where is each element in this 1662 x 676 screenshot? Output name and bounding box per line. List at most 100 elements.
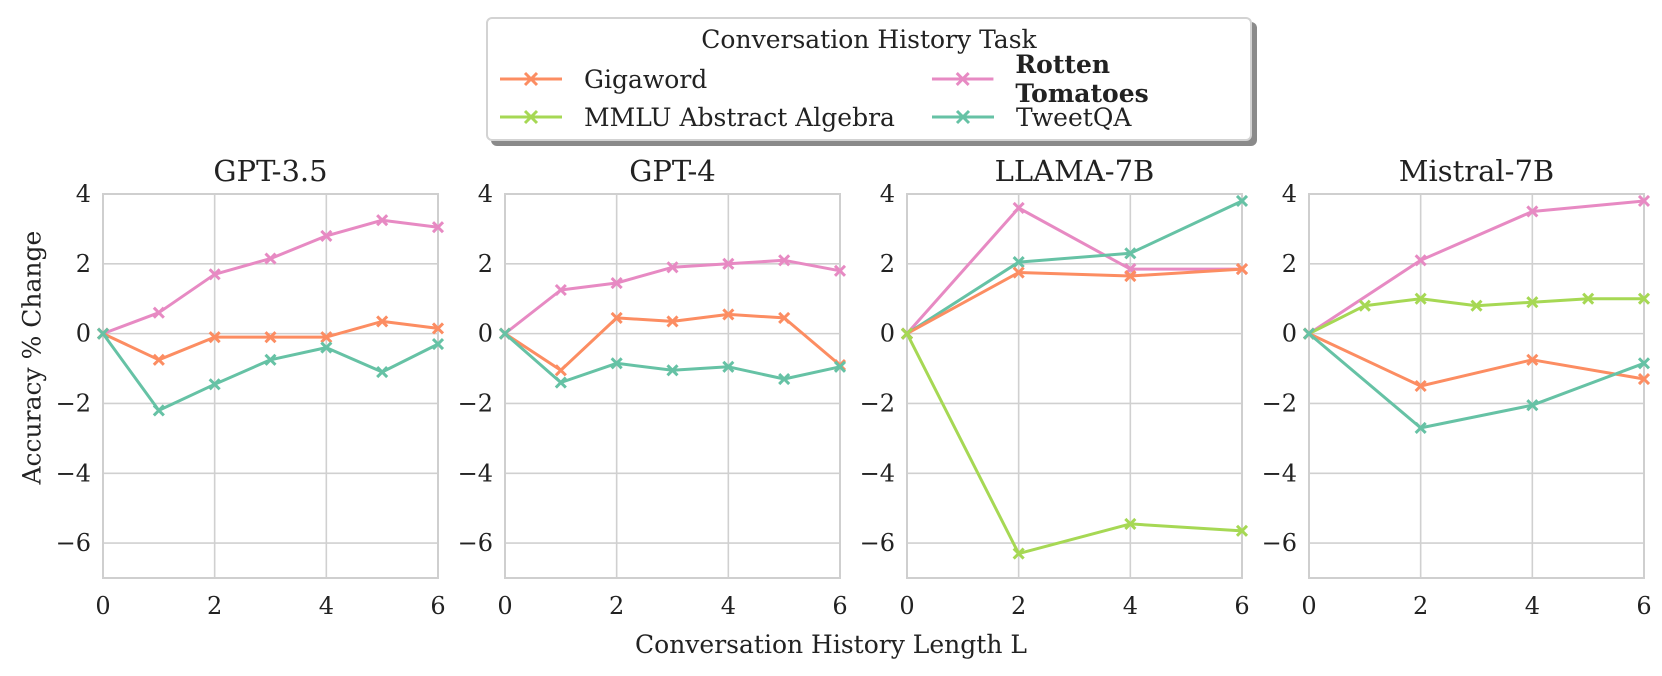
mistral-7b-series-tweetqa: [1308, 332, 1645, 430]
llama-7b-frame: [906, 193, 1243, 579]
legend-item-tweetqa: TweetQA: [928, 100, 1131, 134]
gpt-3-5-ytick-label: 4: [76, 180, 91, 208]
gpt-4-point-tweetqa: [554, 376, 567, 389]
llama-7b-ytick-label: 2: [880, 250, 895, 278]
gpt-4-xtick-label: 2: [609, 592, 624, 620]
llama-7b-point-tweetqa: [1012, 256, 1025, 269]
llama-7b-point-mmlu-abstract-algebra: [1235, 524, 1249, 537]
gpt-3-5-point-tweetqa: [431, 338, 445, 351]
mistral-7b-title: Mistral-7B: [1399, 154, 1555, 188]
gpt-3-5-ytick-label: −4: [56, 459, 91, 487]
gpt-4-title: GPT-4: [629, 154, 716, 188]
llama-7b-point-mmlu-abstract-algebra: [1124, 517, 1137, 530]
gpt-3-5-point-rotten-tomatoes: [431, 221, 445, 234]
gpt-3-5-point-gigaword: [264, 331, 277, 344]
gpt-3-5-point-gigaword: [152, 353, 165, 366]
gpt-3-5-point-tweetqa: [320, 341, 333, 354]
mistral-7b-point-tweetqa: [1526, 399, 1539, 412]
gpt-4-point-gigaword: [666, 315, 679, 328]
mistral-7b-point-tweetqa: [1637, 357, 1651, 370]
mistral-7b-frame: [1308, 193, 1645, 579]
mistral-7b-point-gigaword: [1637, 372, 1651, 386]
mistral-7b-point-tweetqa: [1302, 327, 1316, 340]
llama-7b-title: LLAMA-7B: [995, 154, 1155, 188]
gpt-3-5-point-tweetqa: [152, 404, 165, 417]
llama-7b-point-tweetqa: [1124, 247, 1137, 260]
mistral-7b-xtick-label: 2: [1413, 592, 1428, 620]
mistral-7b-point-mmlu-abstract-algebra: [1526, 296, 1539, 309]
gpt-3-5-series-tweetqa: [101, 332, 439, 412]
x-axis-label: Conversation History Length L: [635, 630, 1027, 659]
gpt-4-ytick-label: −4: [458, 459, 493, 487]
gpt-3-5-point-gigaword: [431, 322, 445, 335]
gpt-3-5-xtick-label: 0: [95, 592, 110, 620]
gpt-4-point-tweetqa: [722, 360, 735, 373]
mistral-7b-xtick-label: 0: [1301, 592, 1316, 620]
legend-item-gigaword: Gigaword: [496, 62, 707, 96]
gpt-4-ytick-label: −6: [458, 529, 493, 557]
llama-7b-ytick-label: 4: [880, 180, 895, 208]
llama-7b-series-rotten-tomatoes: [905, 206, 1242, 335]
gpt-3-5-point-gigaword: [376, 315, 389, 328]
gpt-4-point-tweetqa: [666, 364, 679, 377]
gpt-4-point-tweetqa: [833, 360, 847, 373]
gpt-4-point-rotten-tomatoes: [722, 257, 735, 270]
gpt-4-point-gigaword: [722, 308, 735, 321]
llama-7b-ytick-label: −6: [860, 529, 895, 557]
gpt-4-point-rotten-tomatoes: [666, 261, 679, 274]
legend-item-mmlu: MMLU Abstract Algebra: [496, 100, 895, 134]
mistral-7b-point-mmlu-abstract-algebra: [1470, 299, 1483, 312]
llama-7b-point-mmlu-abstract-algebra: [1012, 547, 1025, 560]
gpt-3-5-point-rotten-tomatoes: [376, 214, 389, 227]
mistral-7b-point-mmlu-abstract-algebra: [1637, 292, 1651, 305]
mistral-7b-point-tweetqa: [1414, 421, 1427, 434]
mistral-7b-ytick-label: 2: [1282, 250, 1297, 278]
gpt-3-5-point-tweetqa: [376, 365, 389, 379]
llama-7b-series-tweetqa: [906, 199, 1243, 335]
llama-7b-ytick-label: 0: [880, 320, 895, 348]
llama-7b-xtick-label: 0: [899, 592, 914, 620]
legend-marker-tweetqa: [932, 109, 994, 125]
legend-title: Conversation History Task: [701, 25, 1037, 54]
gpt-4-xtick-label: 4: [721, 592, 736, 620]
llama-7b-point-gigaword: [1124, 269, 1137, 283]
mistral-7b-xtick-label: 4: [1525, 592, 1540, 620]
gpt-4-point-gigaword: [610, 311, 623, 324]
mistral-7b-point-gigaword: [1526, 353, 1539, 366]
legend-marker-mmlu: [500, 109, 562, 125]
mistral-7b-ytick-label: −4: [1262, 459, 1297, 487]
legend-label-rotten-tomatoes: Rotten Tomatoes: [1015, 50, 1149, 108]
llama-7b-point-rotten-tomatoes: [1012, 201, 1025, 215]
llama-7b-xtick-label: 6: [1234, 592, 1249, 620]
mistral-7b-point-gigaword: [1414, 379, 1427, 393]
gpt-4-point-rotten-tomatoes: [554, 283, 567, 297]
llama-7b-point-gigaword: [1012, 266, 1025, 279]
gpt-3-5-point-tweetqa: [208, 378, 221, 391]
gpt-4-frame: [504, 193, 841, 579]
mistral-7b-ytick-label: −6: [1262, 529, 1297, 557]
mistral-7b-xtick-label: 6: [1636, 592, 1651, 620]
llama-7b-xtick-label: 4: [1123, 592, 1138, 620]
gpt-3-5-ytick-label: 2: [76, 250, 91, 278]
gpt-3-5-point-tweetqa: [96, 327, 110, 340]
gpt-3-5-point-rotten-tomatoes: [264, 252, 277, 265]
gpt-3-5-ytick-label: 0: [76, 320, 91, 348]
gpt-4-point-tweetqa: [610, 357, 623, 370]
gpt-4-point-gigaword: [554, 364, 567, 377]
gpt-3-5-point-tweetqa: [264, 353, 277, 366]
mistral-7b-ytick-label: 0: [1282, 320, 1297, 348]
gpt-3-5-series-gigaword: [102, 319, 439, 362]
gpt-4-point-gigaword: [778, 311, 791, 324]
llama-7b-point-gigaword: [1235, 262, 1249, 276]
gpt-3-5-ytick-label: −6: [56, 529, 91, 557]
gpt-3-5-point-gigaword: [320, 331, 333, 344]
mistral-7b-point-rotten-tomatoes: [1637, 194, 1651, 208]
gpt-4-ytick-label: 2: [478, 250, 493, 278]
mistral-7b-series-gigaword: [1308, 332, 1645, 388]
gpt-4-point-rotten-tomatoes: [778, 254, 791, 267]
gpt-3-5-ytick-label: −2: [56, 389, 91, 417]
gpt-3-5-frame: [102, 193, 439, 579]
mistral-7b-point-mmlu-abstract-algebra: [1358, 299, 1371, 312]
mistral-7b-series-rotten-tomatoes: [1308, 199, 1645, 335]
